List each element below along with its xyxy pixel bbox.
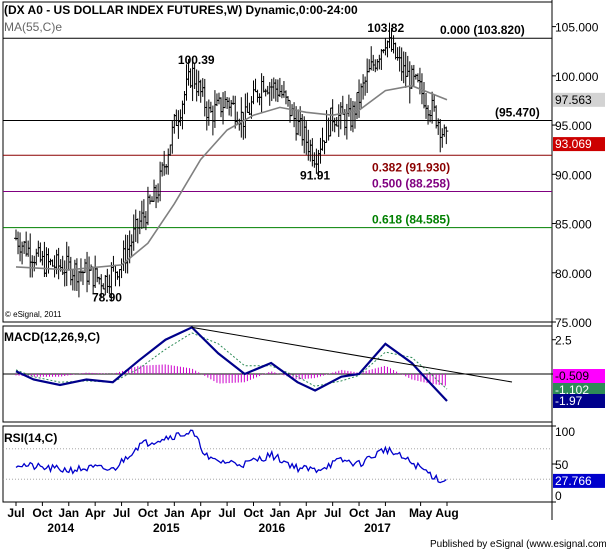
fib-level-label: 0.500 (88.258) xyxy=(372,176,450,190)
swing-label: 91.91 xyxy=(300,169,330,183)
price-ytick-label: 80.000 xyxy=(555,267,592,281)
price-panel xyxy=(2,1,553,323)
x-tick-label: Jul xyxy=(324,506,341,520)
price-ytick-label: 100.000 xyxy=(555,70,599,84)
rsi-panel xyxy=(2,425,553,503)
x-year-label: 2014 xyxy=(47,521,74,535)
ohlc-bar xyxy=(444,126,449,145)
chart-title: (DX A0 - US DOLLAR INDEX FUTURES,W) Dyna… xyxy=(4,3,358,17)
x-tick-label: May xyxy=(409,506,433,520)
x-tick-label: Jul xyxy=(218,506,235,520)
fib-level-label: 0.000 (103.820) xyxy=(440,23,525,37)
price-last-value-bg xyxy=(553,137,605,152)
price-ytick-label: 75.000 xyxy=(555,316,592,330)
x-year-label: 2017 xyxy=(364,521,391,535)
fib-level-label: 0.382 (91.930) xyxy=(372,160,450,174)
price-ytick-label: 90.000 xyxy=(555,168,592,182)
x-tick-label: Jan xyxy=(58,506,79,520)
macd-signal-line xyxy=(15,332,448,390)
macd-last-value-bg xyxy=(553,383,605,397)
price-last-value: 93.069 xyxy=(555,137,592,151)
rsi-title: RSI(14,C) xyxy=(4,431,57,445)
x-tick-label: Jul xyxy=(7,506,24,520)
rsi-ytick-label: 50 xyxy=(555,458,569,472)
macd-title: MACD(12,26,9,C) xyxy=(4,330,100,344)
x-tick-label: Oct xyxy=(32,506,52,520)
x-tick-label: Apr xyxy=(190,506,211,520)
x-year-label: 2015 xyxy=(153,521,180,535)
rsi-line xyxy=(15,429,447,484)
macd-last-value: -0.509 xyxy=(555,369,589,383)
swing-label: 78.90 xyxy=(92,291,122,305)
x-tick-label: Apr xyxy=(85,506,106,520)
x-year-label: 2016 xyxy=(259,521,286,535)
macd-ytick-label: 2.5 xyxy=(555,334,572,348)
x-tick-label: Oct xyxy=(243,506,263,520)
x-tick-label: Oct xyxy=(138,506,158,520)
fib-level-label: (95.470) xyxy=(495,105,540,119)
macd-histogram xyxy=(15,364,446,386)
macd-last-value-bg xyxy=(553,369,605,383)
x-tick-label: Apr xyxy=(296,506,317,520)
price-ytick-label: 105.000 xyxy=(555,21,599,35)
macd-last-value: -1.97 xyxy=(555,394,583,408)
x-tick-label: Jul xyxy=(113,506,130,520)
price-ytick-label: 95.000 xyxy=(555,119,592,133)
swing-label: 103.82 xyxy=(367,21,404,35)
fib-level-label: 0.618 (84.585) xyxy=(372,213,450,227)
swing-label: 100.39 xyxy=(178,53,215,67)
rsi-last-value-bg xyxy=(553,473,605,488)
x-tick-label: Jan xyxy=(375,506,396,520)
ma-55-line xyxy=(15,84,448,271)
x-tick-label: Jan xyxy=(164,506,185,520)
footer-credit: Published by eSignal (www.esignal.com) xyxy=(430,539,606,550)
ma-last-value: 97.563 xyxy=(555,93,592,107)
price-ytick-label: 85.000 xyxy=(555,218,592,232)
macd-line xyxy=(15,326,448,402)
rsi-ytick-label: 100 xyxy=(555,425,575,439)
ma-legend: MA(55,C)e xyxy=(4,20,62,34)
x-tick-label: Oct xyxy=(349,506,369,520)
x-tick-label: Aug xyxy=(435,506,458,520)
x-tick-label: Jan xyxy=(270,506,291,520)
copyright-note: © eSignal, 2011 xyxy=(5,310,62,319)
macd-trendline xyxy=(191,326,513,383)
rsi-ytick-label: 0 xyxy=(555,489,562,503)
macd-last-value: -1.102 xyxy=(555,383,589,397)
macd-last-value-bg xyxy=(553,394,605,408)
rsi-last-value: 27.766 xyxy=(555,474,592,488)
ma-last-value-bg xyxy=(553,92,605,107)
